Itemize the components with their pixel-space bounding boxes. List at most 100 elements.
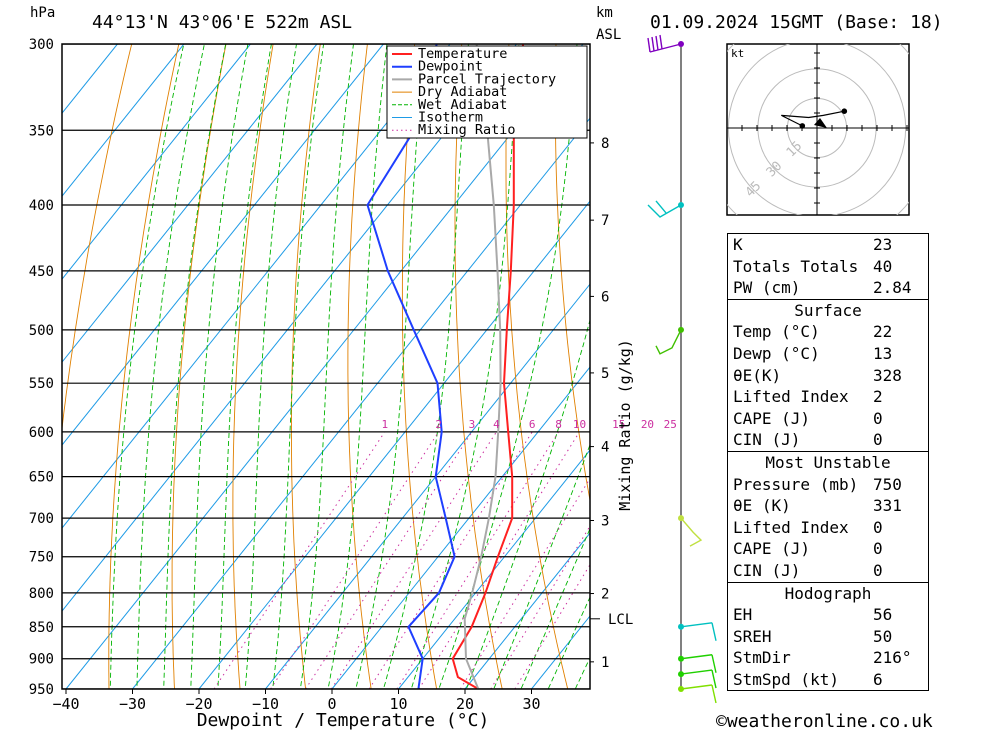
mu-index-label: Pressure (mb) bbox=[733, 474, 859, 494]
hodo-index-value: 50 bbox=[873, 626, 893, 646]
wet-adiabat-line bbox=[327, 44, 388, 689]
wind-barb bbox=[680, 517, 703, 547]
mixing-ratio-label: 3 bbox=[469, 418, 476, 431]
surface-index-row: Lifted Index 2 bbox=[728, 386, 928, 408]
dry-adiabat-line bbox=[232, 44, 274, 689]
pressure-tick-label: 850 bbox=[29, 620, 54, 636]
wind-barb bbox=[680, 654, 717, 673]
x-axis-label: Dewpoint / Temperature (°C) bbox=[197, 710, 490, 731]
wet-adiabat-line bbox=[355, 44, 426, 689]
surface-index-label: Temp (°C) bbox=[733, 322, 820, 342]
temperature-tick-label: 10 bbox=[389, 695, 407, 713]
mixing-ratio-label: 15 bbox=[612, 418, 625, 431]
mixing-ratio-label: 4 bbox=[493, 418, 500, 431]
isotherm-line bbox=[62, 44, 517, 612]
wet-adiabat-line bbox=[136, 44, 205, 689]
surface-index-value: 2 bbox=[873, 387, 883, 407]
mu-index-value: 0 bbox=[873, 560, 883, 580]
temperature-tick-label: −20 bbox=[185, 695, 212, 713]
index-row: PW (cm) 2.84 bbox=[728, 277, 928, 299]
surface-index-value: 13 bbox=[873, 343, 893, 363]
isotherm-line bbox=[65, 44, 584, 689]
surface-index-value: 0 bbox=[873, 430, 883, 450]
indices-table: K 23 Totals Totals 40 PW (cm) 2.84 Surface Te… bbox=[727, 233, 929, 692]
dry-adiabat-line bbox=[171, 44, 227, 689]
temperature-profile bbox=[451, 44, 525, 689]
asl-label: ASL bbox=[596, 27, 622, 43]
mixing-ratio-line bbox=[305, 431, 473, 689]
datetime-title: 01.09.2024 15GMT (Base: 18) bbox=[650, 12, 943, 33]
temperature-tick-label: 30 bbox=[522, 695, 540, 713]
mu-index-row: Lifted Index 0 bbox=[728, 517, 928, 539]
isotherm-line bbox=[331, 366, 590, 689]
hodo-index-label: StmDir bbox=[733, 648, 791, 668]
wet-adiabat-line bbox=[244, 44, 297, 689]
wet-adiabat-line bbox=[190, 44, 249, 689]
mu-index-label: Lifted Index bbox=[733, 517, 849, 537]
isotherm-line bbox=[198, 200, 590, 689]
wind-barb bbox=[647, 34, 682, 53]
legend-entry: Wet Adiabat bbox=[418, 97, 507, 113]
hodograph-trace bbox=[781, 110, 845, 127]
mixing-ratio-axis-label: Mixing Ratio (g/kg) bbox=[616, 339, 634, 511]
hodo-index-value: 6 bbox=[873, 669, 883, 689]
copyright-text: ©weatheronline.co.uk bbox=[716, 711, 933, 732]
index-label: Totals Totals bbox=[733, 256, 859, 276]
pressure-tick-label: 900 bbox=[29, 652, 54, 668]
storm-motion-marker bbox=[814, 118, 827, 128]
isotherm-line bbox=[464, 532, 590, 689]
wet-adiabat-line bbox=[547, 596, 590, 689]
isotherm-line bbox=[62, 44, 451, 529]
wet-adiabat-line bbox=[438, 44, 578, 689]
mu-index-row: CIN (J) 0 bbox=[728, 560, 928, 582]
mu-index-value: 331 bbox=[873, 496, 902, 516]
height-tick-label: 3 bbox=[601, 514, 609, 530]
surface-index-label: Dewp (°C) bbox=[733, 343, 820, 363]
surface-index-label: θE(K) bbox=[733, 365, 782, 385]
mixing-ratio-line bbox=[368, 431, 533, 689]
mu-index-row: Pressure (mb) 750 bbox=[728, 474, 928, 496]
index-value: 23 bbox=[873, 235, 893, 254]
mixing-ratio-label: 25 bbox=[664, 418, 677, 431]
lcl-label: LCL bbox=[608, 612, 633, 628]
pressure-unit-label: hPa bbox=[30, 5, 56, 21]
temperature-tick-label: −30 bbox=[119, 695, 146, 713]
surface-index-value: 0 bbox=[873, 408, 883, 428]
pressure-tick-label: 600 bbox=[29, 425, 54, 441]
index-value: 40 bbox=[873, 256, 893, 276]
index-value: 2.84 bbox=[873, 278, 912, 298]
surface-index-label: CAPE (J) bbox=[733, 408, 811, 428]
surface-index-value: 22 bbox=[873, 322, 893, 342]
wind-barb bbox=[680, 622, 717, 641]
mixing-ratio-label: 8 bbox=[555, 418, 562, 431]
hodograph-heading: Hodograph bbox=[784, 583, 872, 603]
height-tick-label: 2 bbox=[601, 587, 609, 603]
index-label: PW (cm) bbox=[733, 278, 801, 298]
most-unstable-heading: Most Unstable bbox=[765, 452, 891, 472]
legend-entry: Mixing Ratio bbox=[418, 122, 516, 138]
height-tick-label: 7 bbox=[601, 213, 609, 229]
km-label: km bbox=[596, 5, 613, 21]
temperature-tick-label: 0 bbox=[327, 695, 336, 713]
mu-index-row: CAPE (J) 0 bbox=[728, 538, 928, 560]
hodo-index-label: SREH bbox=[733, 626, 772, 646]
surface-index-value: 328 bbox=[873, 365, 902, 385]
mixing-ratio-line bbox=[396, 431, 559, 689]
height-tick-label: 1 bbox=[601, 655, 609, 671]
dry-adiabat-line bbox=[347, 44, 372, 689]
mixing-ratio-label: 2 bbox=[435, 418, 442, 431]
mixing-ratio-line bbox=[213, 431, 386, 689]
pressure-tick-label: 650 bbox=[29, 470, 54, 486]
legend-entry: Isotherm bbox=[418, 110, 483, 126]
wet-adiabat-line bbox=[217, 44, 272, 689]
pressure-tick-label: 350 bbox=[29, 123, 54, 139]
dry-adiabat-line bbox=[973, 5, 1000, 717]
legend-box bbox=[386, 45, 588, 139]
pressure-tick-label: 800 bbox=[29, 586, 54, 602]
hodo-index-label: EH bbox=[733, 605, 753, 625]
pressure-tick-label: 750 bbox=[29, 550, 54, 566]
wet-adiabat-line bbox=[272, 44, 325, 689]
height-tick-label: 4 bbox=[601, 440, 609, 456]
mu-index-label: CIN (J) bbox=[733, 560, 801, 580]
